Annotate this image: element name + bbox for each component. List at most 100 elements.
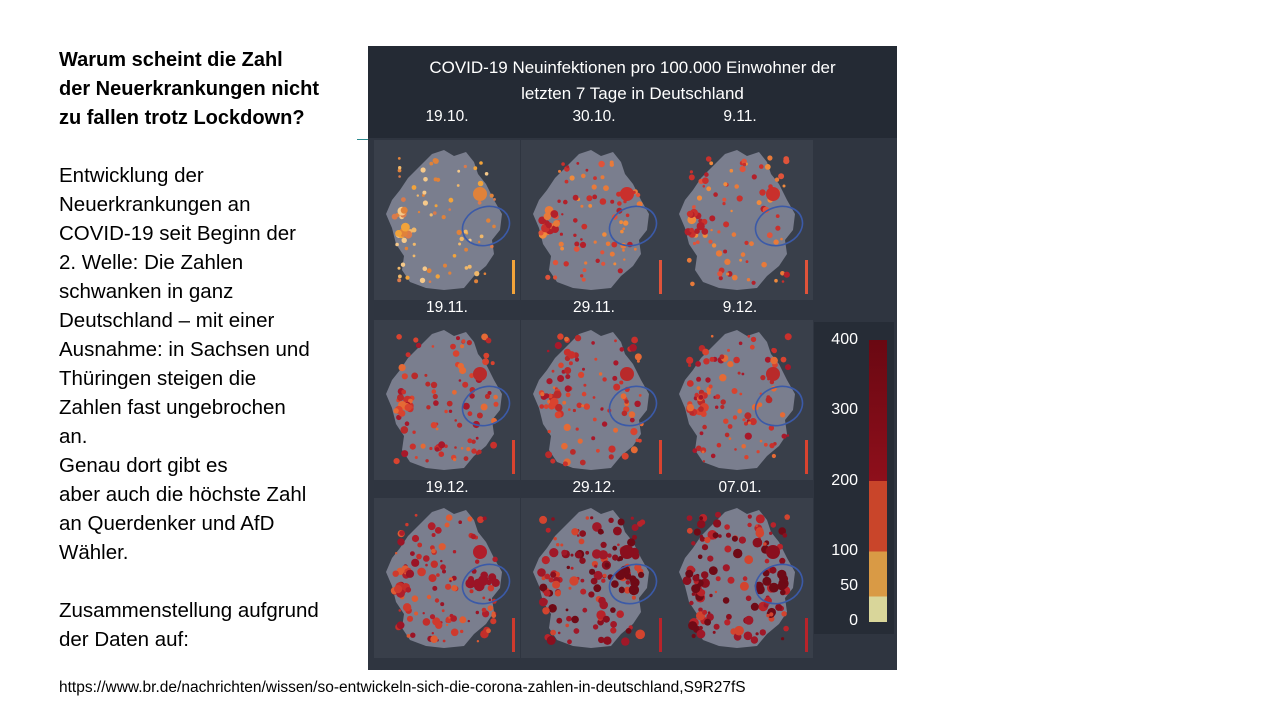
district-dot xyxy=(486,628,491,634)
district-dot xyxy=(462,402,470,410)
district-dot xyxy=(770,522,777,528)
district-dot xyxy=(710,334,714,338)
district-dot xyxy=(692,448,698,454)
district-dot xyxy=(401,450,409,458)
district-dot xyxy=(715,250,723,257)
district-dot xyxy=(744,555,754,565)
district-dot xyxy=(702,609,708,615)
district-dot xyxy=(768,425,775,431)
district-dot xyxy=(724,619,731,626)
district-dot xyxy=(613,262,617,266)
district-dot xyxy=(551,369,555,373)
mini-scale-bar xyxy=(805,260,808,294)
germany-map-graphic xyxy=(386,150,515,294)
district-dot xyxy=(399,530,405,536)
district-dot xyxy=(591,341,595,345)
district-dot xyxy=(593,584,602,593)
district-dot xyxy=(635,192,641,198)
district-dot xyxy=(420,443,426,449)
district-dot xyxy=(395,242,399,247)
district-dot xyxy=(602,615,610,623)
district-dot xyxy=(452,389,457,395)
district-dot xyxy=(411,185,417,190)
figure-title-line: COVID-19 Neuinfektionen pro 100.000 Einw… xyxy=(429,58,836,77)
district-dot xyxy=(691,584,701,594)
district-dot xyxy=(565,374,571,380)
body-line: aber auch die höchste Zahl xyxy=(59,483,307,506)
district-dot xyxy=(707,555,714,562)
district-dot xyxy=(785,364,791,371)
district-dot xyxy=(544,393,550,399)
district-dot xyxy=(451,585,458,592)
district-dot xyxy=(466,340,472,346)
district-dot xyxy=(599,198,607,205)
district-dot xyxy=(570,449,576,455)
district-dot xyxy=(742,576,748,581)
district-dot xyxy=(781,637,785,641)
district-dot xyxy=(630,428,638,436)
district-dot xyxy=(426,405,431,410)
district-dot xyxy=(749,241,754,247)
district-dot xyxy=(702,424,707,430)
district-dot xyxy=(619,347,625,352)
district-dot xyxy=(734,625,744,636)
district-dot xyxy=(612,375,618,381)
district-dot xyxy=(723,182,728,187)
district-dot xyxy=(400,426,409,434)
district-dot xyxy=(577,438,583,444)
berlin-dot xyxy=(473,187,487,201)
district-dot xyxy=(699,431,704,436)
district-dot xyxy=(538,230,544,236)
district-dot xyxy=(591,436,596,441)
district-dot xyxy=(724,432,730,438)
district-dot xyxy=(710,453,716,459)
district-dot xyxy=(738,341,743,346)
district-dot xyxy=(588,591,595,598)
district-dot xyxy=(540,392,545,397)
district-dot xyxy=(633,247,637,251)
district-dot xyxy=(601,261,606,266)
district-dot xyxy=(743,631,753,641)
legend-tick-label: 0 xyxy=(849,612,858,629)
district-dot xyxy=(395,230,402,237)
district-dot xyxy=(440,602,445,607)
district-dot xyxy=(621,410,628,417)
district-dot xyxy=(736,195,743,202)
district-dot xyxy=(482,596,486,600)
district-dot xyxy=(573,218,578,223)
saxony-highlight-ellipse xyxy=(754,205,804,247)
district-dot xyxy=(715,511,721,518)
district-dot xyxy=(476,640,480,643)
district-dot xyxy=(713,519,722,528)
berlin-dot xyxy=(766,367,780,381)
berlin-dot xyxy=(620,367,634,381)
district-dot xyxy=(634,400,641,407)
district-dot xyxy=(771,453,776,459)
district-dot xyxy=(429,614,436,620)
district-dot xyxy=(481,333,488,341)
district-dot xyxy=(429,213,433,217)
district-dot xyxy=(589,568,596,575)
district-dot xyxy=(449,613,454,618)
district-dot xyxy=(479,234,484,239)
district-dot xyxy=(445,623,449,627)
map-date-label: 19.12. xyxy=(425,479,469,496)
saxony-highlight-ellipse xyxy=(754,385,804,427)
district-dot xyxy=(766,613,770,618)
district-dot xyxy=(784,514,790,520)
district-dot xyxy=(779,557,786,564)
district-dot xyxy=(406,634,411,638)
district-dot xyxy=(629,344,637,352)
district-dot xyxy=(434,598,440,603)
district-dot xyxy=(550,571,557,578)
district-dot xyxy=(467,411,473,417)
district-dot xyxy=(449,579,452,583)
district-dot xyxy=(469,393,475,399)
district-dot xyxy=(487,605,494,611)
district-dot xyxy=(610,199,615,204)
district-dot xyxy=(744,240,749,245)
district-dot xyxy=(779,412,786,418)
district-dot xyxy=(452,350,460,357)
district-dot xyxy=(580,588,587,595)
district-dot xyxy=(573,233,577,237)
